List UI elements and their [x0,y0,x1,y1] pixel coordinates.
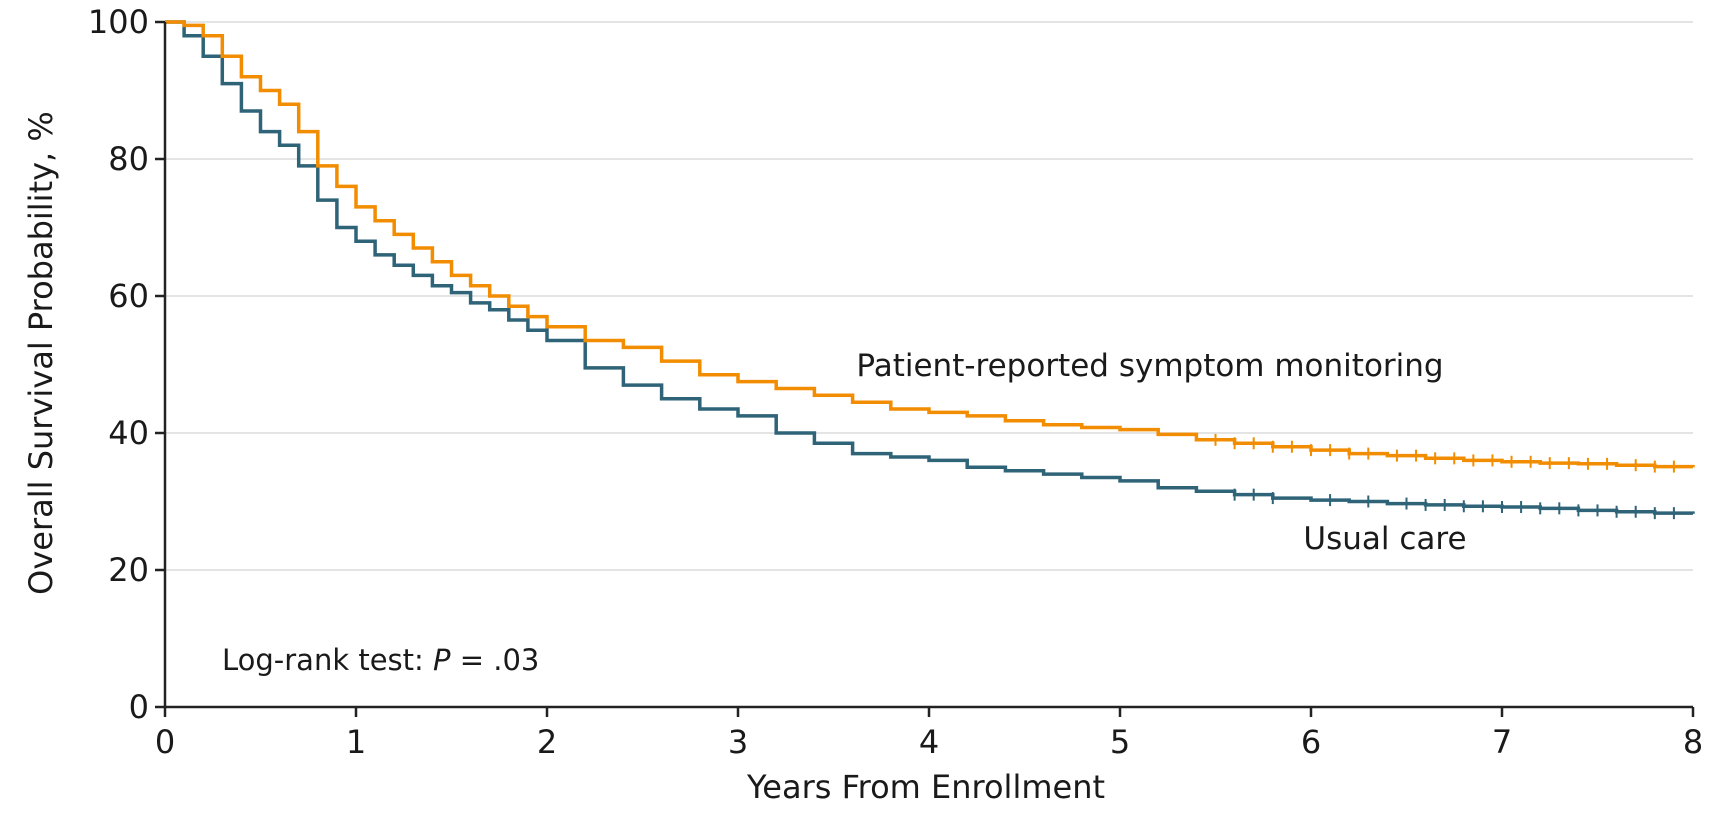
series-label-symptom-monitoring: Patient-reported symptom monitoring [856,348,1443,384]
x-tick-label-4: 4 [919,723,939,761]
annotation-suffix: = .03 [451,643,540,677]
x-tick-label-3: 3 [728,723,748,761]
y-tick-label-60: 60 [108,277,149,315]
y-tick-label-20: 20 [108,551,149,589]
y-axis-title: Overall Survival Probability, % [22,111,60,595]
curve-symptom-monitoring [165,20,1695,469]
x-tick-label-2: 2 [537,723,557,761]
curve-usual-care [165,20,1695,515]
x-tick-label-8: 8 [1683,723,1703,761]
censor-marks [1214,433,1675,520]
y-tick-label-80: 80 [108,140,149,178]
survival-curves [165,20,1695,515]
x-tick-label-7: 7 [1492,723,1512,761]
axes [155,20,1695,717]
annotation-prefix: Log-rank test: [222,643,433,677]
log-rank-annotation: Log-rank test: P = .03 [222,643,539,677]
x-tick-label-6: 6 [1301,723,1321,761]
annotation-p: P [433,643,451,677]
x-tick-label-5: 5 [1110,723,1130,761]
x-tick-label-0: 0 [155,723,175,761]
grid-lines [165,21,1693,571]
y-tick-labels: 0 20 40 60 80 100 [88,3,149,726]
x-tick-label-1: 1 [346,723,366,761]
x-axis-title: Years From Enrollment [746,768,1105,806]
series-label-usual-care: Usual care [1303,521,1466,557]
y-tick-label-0: 0 [129,688,149,726]
y-tick-label-40: 40 [108,414,149,452]
x-tick-labels: 0 1 2 3 4 5 6 7 8 [155,723,1703,761]
y-tick-label-100: 100 [88,3,149,41]
